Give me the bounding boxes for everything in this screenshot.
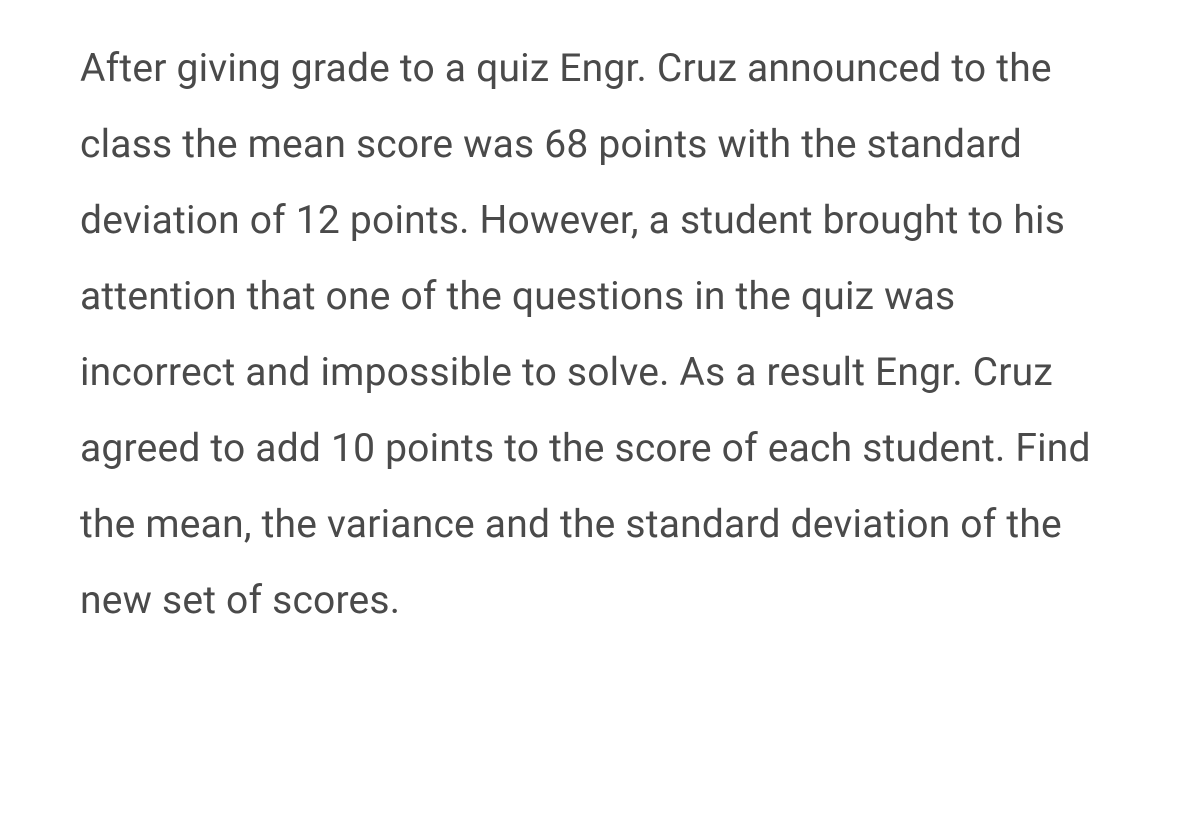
problem-statement: After giving grade to a quiz Engr. Cruz … xyxy=(80,30,1120,638)
problem-text: After giving grade to a quiz Engr. Cruz … xyxy=(80,45,1091,623)
